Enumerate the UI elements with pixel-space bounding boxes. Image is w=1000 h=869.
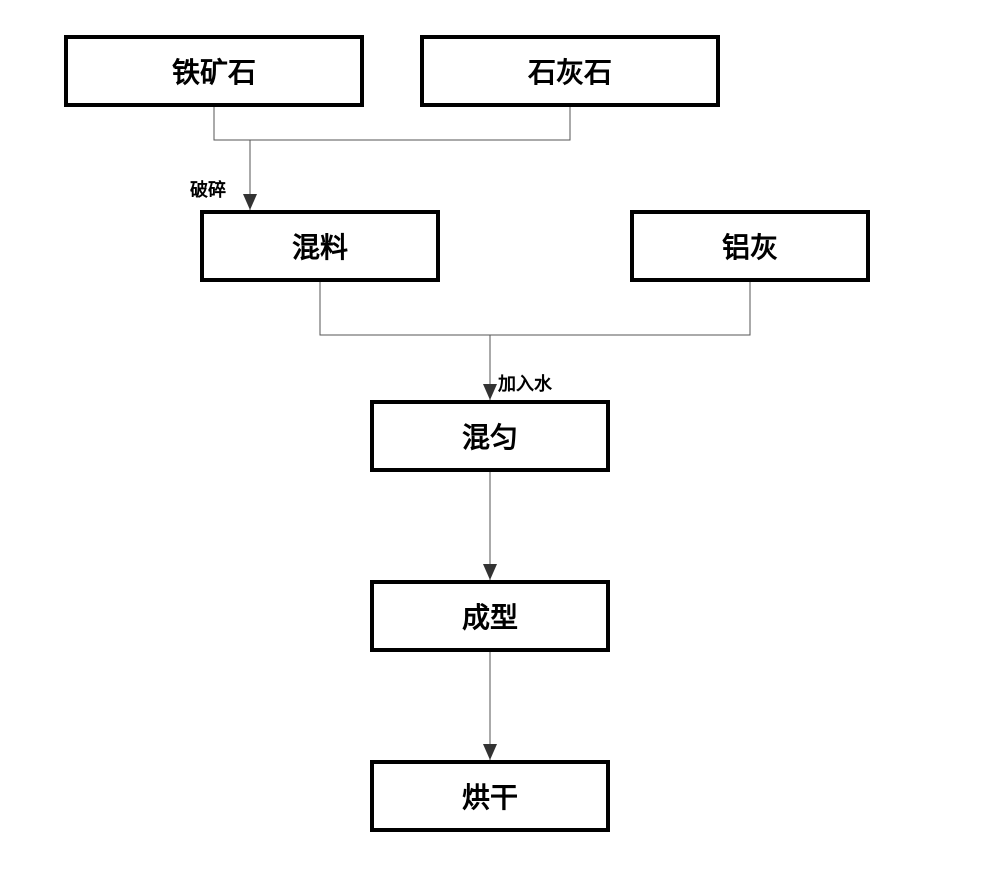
node-aluminum-ash-label: 铝灰 — [722, 226, 778, 266]
node-limestone: 石灰石 — [420, 35, 720, 107]
node-mix1-label: 混料 — [292, 226, 348, 266]
edge-label-add-water-text: 加入水 — [498, 374, 552, 394]
node-drying: 烘干 — [370, 760, 610, 832]
node-mix2-label: 混匀 — [462, 416, 518, 456]
edge-label-crush-text: 破碎 — [190, 180, 226, 200]
node-iron-ore-label: 铁矿石 — [172, 51, 256, 91]
node-iron-ore: 铁矿石 — [64, 35, 364, 107]
flowchart-canvas: 铁矿石 石灰石 混料 铝灰 混匀 成型 烘干 破碎 加入水 — [0, 0, 1000, 869]
node-mix1: 混料 — [200, 210, 440, 282]
node-drying-label: 烘干 — [462, 776, 518, 816]
node-forming: 成型 — [370, 580, 610, 652]
edge-label-add-water: 加入水 — [498, 370, 552, 396]
node-limestone-label: 石灰石 — [528, 51, 612, 91]
edge-label-crush: 破碎 — [190, 176, 226, 202]
node-aluminum-ash: 铝灰 — [630, 210, 870, 282]
node-forming-label: 成型 — [462, 596, 518, 636]
node-mix2: 混匀 — [370, 400, 610, 472]
